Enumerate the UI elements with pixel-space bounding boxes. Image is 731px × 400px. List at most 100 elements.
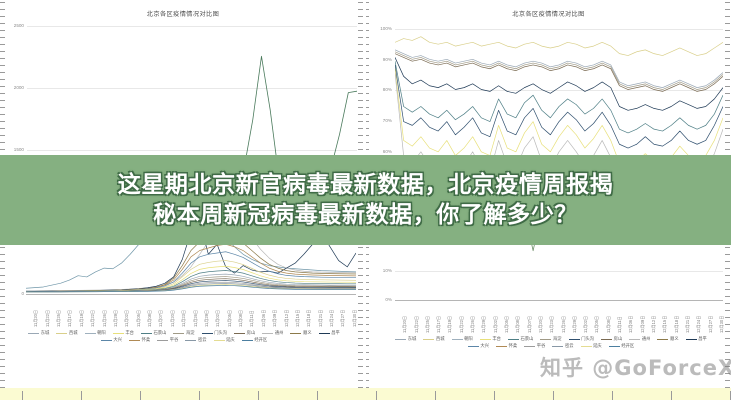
legend-label: 平谷: [169, 337, 179, 343]
legend-item[interactable]: 石景山: [140, 330, 166, 337]
ruler-tick: [725, 44, 730, 45]
legend-swatch: [84, 332, 96, 335]
ruler-tick: [0, 324, 5, 325]
ruler-tick: [258, 391, 259, 400]
ruler-tick: [0, 261, 5, 262]
legend-item[interactable]: 顺义: [657, 336, 679, 343]
x-tick-label: 11月26日: [560, 316, 566, 333]
legend-item[interactable]: 东城: [28, 330, 49, 337]
ruler-tick: [358, 135, 363, 136]
legend-item[interactable]: 延庆: [580, 343, 602, 350]
series-line: [395, 54, 723, 92]
legend-item[interactable]: 通州: [629, 336, 650, 343]
ruler-tick: [366, 345, 369, 346]
ruler-tick: [0, 72, 5, 73]
x-tick-label: 11月20日: [169, 310, 175, 327]
legend-swatch: [318, 332, 330, 335]
ruler-tick: [0, 44, 5, 45]
ruler-tick: [725, 86, 730, 87]
legend-label: 房山: [613, 336, 623, 342]
legend-item[interactable]: 海淀: [173, 330, 195, 337]
legend-swatch: [629, 338, 641, 341]
ruler-tick: [358, 387, 363, 388]
legend-item[interactable]: 怀柔: [128, 337, 150, 344]
legend-item[interactable]: 西城: [423, 336, 445, 343]
x-tick-label: 11月25日: [424, 316, 430, 333]
watermark: 知乎 @GoForceX: [540, 356, 731, 380]
y-tick-tl-2500: 2500: [13, 23, 24, 28]
legend-bottom-left: 东城 西城 朝阳 丰台 石景山 海淀 门头沟 房山 通州 顺义 昌平大兴 怀柔 平谷 密云 延庆 经开区: [14, 330, 354, 350]
ruler-tick: [0, 16, 5, 17]
legend-item[interactable]: 顺义: [290, 330, 312, 337]
ruler-tick: [358, 324, 363, 325]
legend-item[interactable]: 大兴: [467, 343, 489, 350]
legend-item[interactable]: 房山: [234, 330, 255, 337]
ruler-tick: [358, 37, 363, 38]
legend-item[interactable]: 昌平: [685, 336, 707, 343]
legend-item[interactable]: 平谷: [524, 343, 545, 350]
legend-item[interactable]: 东城: [395, 336, 416, 343]
legend-item[interactable]: 怀柔: [495, 343, 517, 350]
legend-item[interactable]: 房山: [601, 336, 622, 343]
ruler-tick: [366, 72, 369, 73]
ruler-tick: [366, 254, 369, 255]
legend-item[interactable]: 门头沟: [201, 330, 227, 337]
y-tick-tr-80: 80%: [382, 87, 392, 92]
x-tick-label: 11月02日: [492, 316, 498, 333]
ruler-tick: [358, 261, 363, 262]
x-tick-label: 11月11日: [617, 316, 622, 333]
legend-item[interactable]: 密云: [552, 343, 574, 350]
ruler-tick: [0, 254, 5, 255]
legend-item[interactable]: 西城: [56, 330, 78, 337]
headline-banner: 这星期北京新官病毒最新数据，北京疫情周报揭 秘本周新冠病毒最新数据，你了解多少？: [0, 155, 731, 245]
ruler-tick: [358, 380, 363, 381]
legend-item[interactable]: 经开区: [241, 337, 267, 344]
legend-swatch: [524, 345, 536, 348]
ruler-tick: [366, 79, 369, 80]
ruler-tick: [725, 37, 730, 38]
legend-item[interactable]: 通州: [262, 330, 283, 337]
legend-item[interactable]: 海淀: [540, 336, 562, 343]
x-tick-label: 12月12日: [283, 309, 289, 327]
ruler-tick: [366, 2, 369, 3]
legend-swatch: [112, 332, 124, 335]
x-tick-label: 11月05日: [503, 316, 509, 333]
legend-item[interactable]: 朝阳: [451, 336, 473, 343]
legend-item[interactable]: 经开区: [608, 343, 634, 350]
legend-item[interactable]: 石景山: [507, 336, 533, 343]
ruler-tick: [366, 86, 369, 87]
ruler-tick: [199, 391, 200, 400]
series-line: [395, 50, 723, 88]
ruler-tick: [725, 359, 730, 360]
gridline: [395, 29, 723, 30]
ruler-tick: [358, 282, 363, 283]
legend-item[interactable]: 昌平: [318, 330, 340, 337]
ruler-tick: [366, 268, 369, 269]
chart-title-top-right: 北京各区疫情情况对比图: [512, 11, 585, 18]
legend-label: 昌平: [698, 336, 707, 342]
legend-item[interactable]: 密云: [185, 337, 207, 344]
legend-item[interactable]: 延庆: [213, 337, 235, 344]
ruler-tick: [358, 310, 363, 311]
y-tick-tl-1500: 1500: [13, 147, 24, 152]
ruler-tick: [0, 135, 5, 136]
ruler-tick: [0, 317, 5, 318]
ruler-tick: [358, 142, 363, 143]
ruler-tick: [725, 310, 730, 311]
ruler-tick: [358, 16, 363, 17]
legend-item[interactable]: 门头沟: [568, 336, 594, 343]
x-tick-label: 11月26日: [192, 310, 198, 327]
legend-item[interactable]: 丰台: [479, 336, 501, 343]
ruler-tick: [366, 149, 369, 150]
legend-item[interactable]: 丰台: [112, 330, 134, 337]
legend-swatch: [28, 332, 40, 335]
legend-item[interactable]: 大兴: [100, 337, 122, 344]
x-tick-label: 11月07日: [158, 310, 164, 327]
legend-item[interactable]: 平谷: [157, 337, 178, 344]
ruler-tick: [0, 275, 5, 276]
ruler-tick: [0, 289, 5, 290]
legend-item[interactable]: 朝阳: [84, 330, 106, 337]
legend-label: 东城: [407, 336, 417, 342]
ruler-tick: [366, 247, 369, 248]
legend-label: 东城: [40, 330, 50, 336]
